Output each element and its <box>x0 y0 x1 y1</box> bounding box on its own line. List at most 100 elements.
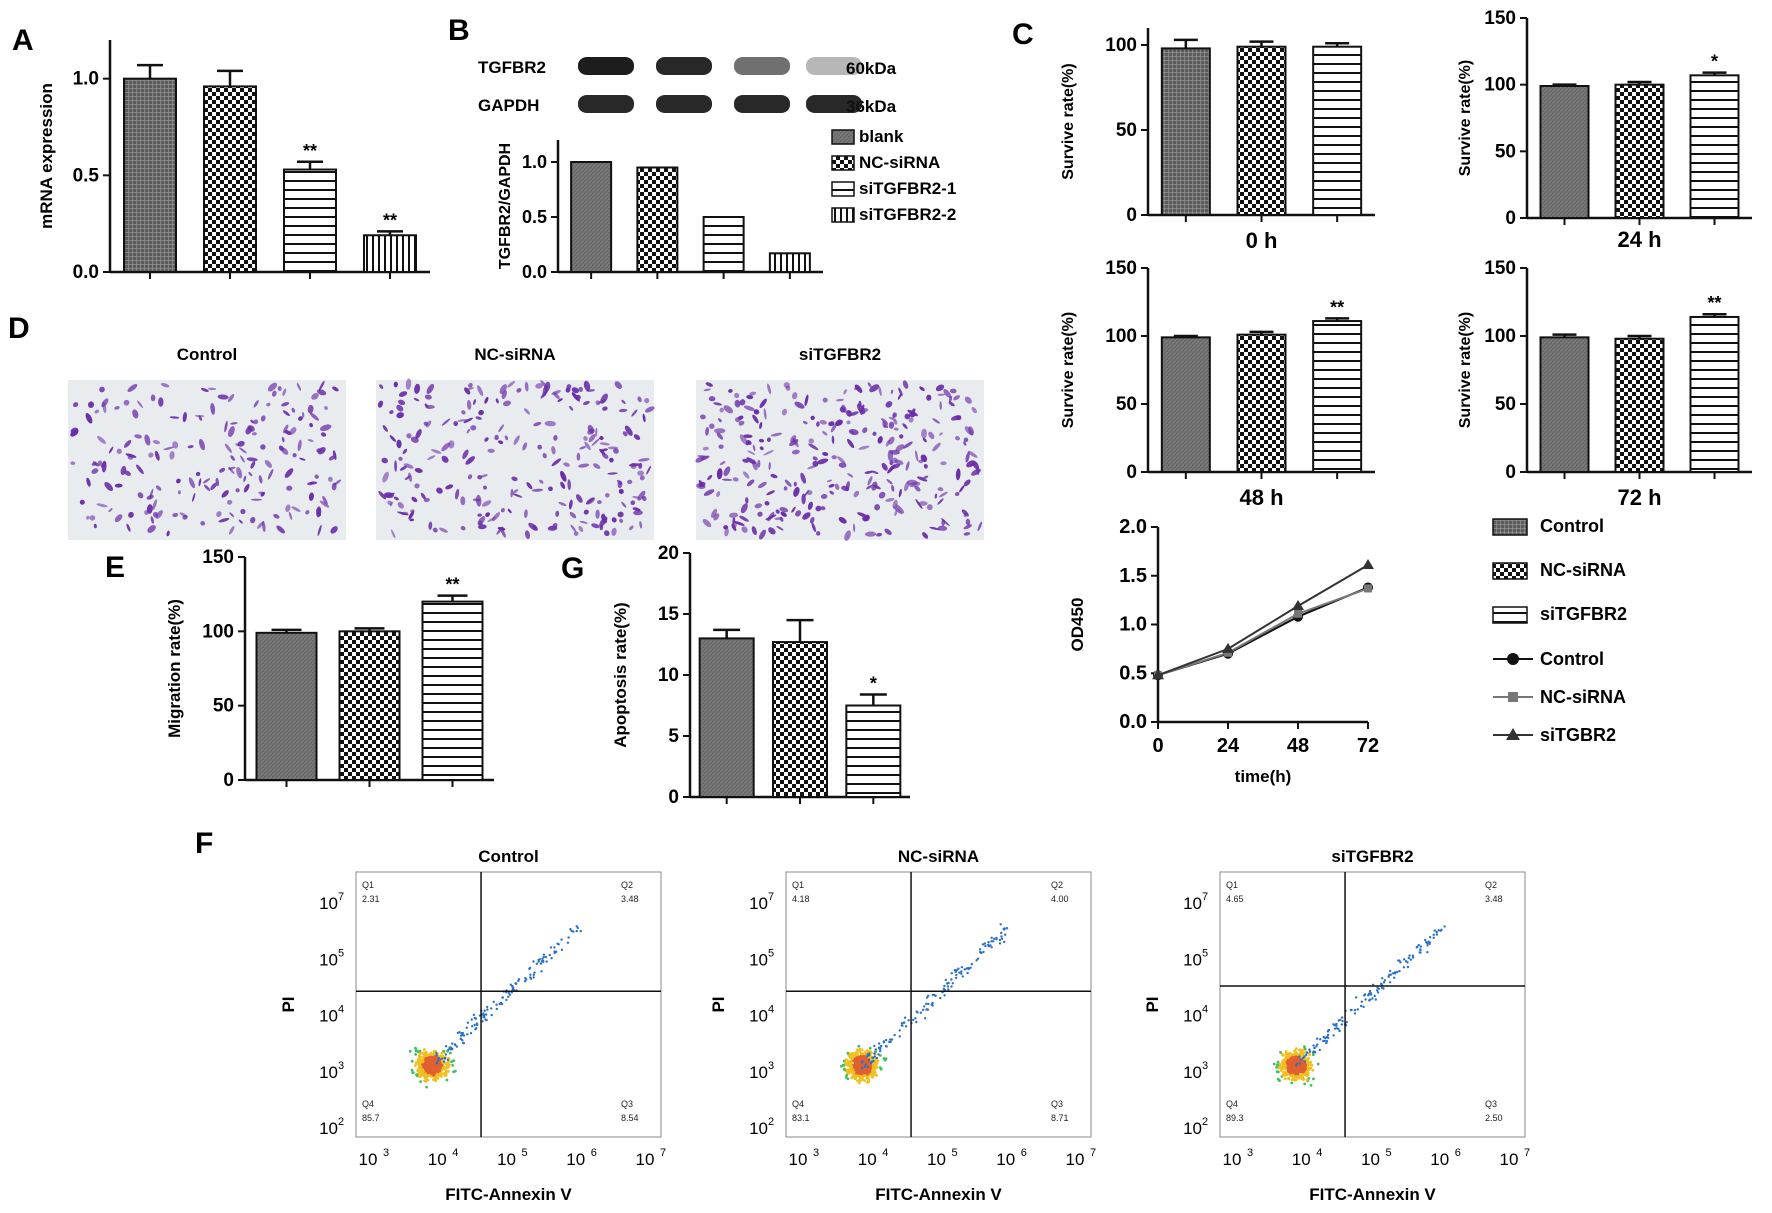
x-axis-label: FITC-Annexin V <box>445 1185 572 1204</box>
y-tick-label: 150 <box>1105 258 1137 279</box>
flow-event <box>912 1018 915 1022</box>
stained-cell <box>923 463 928 469</box>
flow-event <box>1294 1075 1298 1079</box>
flow-event <box>873 1052 876 1055</box>
flow-event <box>990 946 993 949</box>
flow-event <box>419 1072 423 1076</box>
stained-cell <box>920 454 928 463</box>
stained-cell <box>747 450 756 455</box>
flow-event <box>1368 992 1371 995</box>
stained-cell <box>923 475 929 479</box>
flow-event <box>1279 1069 1283 1072</box>
stained-cell <box>740 503 748 514</box>
flow-event <box>1367 994 1370 997</box>
flow-event <box>858 1081 861 1085</box>
flow-event <box>856 1061 859 1065</box>
stained-cell <box>795 510 802 517</box>
flow-event <box>1292 1064 1295 1068</box>
flow-event <box>542 956 545 959</box>
stained-cell <box>928 431 935 440</box>
stained-cell <box>719 407 724 413</box>
quadrant-label: Q2 <box>1485 880 1497 890</box>
flow-event <box>1298 1055 1301 1058</box>
y-tick-label: 20 <box>658 543 679 564</box>
x-tick-label: 10 <box>1223 1150 1242 1169</box>
stained-cell <box>403 463 414 469</box>
y-tick-label: 10 <box>749 1063 768 1082</box>
stained-cell <box>876 532 883 537</box>
stained-cell <box>734 399 741 408</box>
stained-cell <box>884 528 892 535</box>
stained-cell <box>328 476 333 482</box>
stained-cell <box>498 440 504 445</box>
stained-cell <box>895 444 905 452</box>
flow-event <box>866 1076 869 1080</box>
stained-cell <box>812 456 818 461</box>
legend-label: siTGFBR2-2 <box>859 205 956 224</box>
stained-cell <box>555 510 560 517</box>
stained-cell <box>393 381 398 388</box>
stained-cell <box>317 524 322 536</box>
flow-event <box>847 1068 851 1072</box>
stained-cell <box>937 525 948 531</box>
flow-event <box>845 1073 849 1077</box>
x-tick-label: 10 <box>1066 1150 1085 1169</box>
x-axis-label: time(h) <box>1235 767 1292 786</box>
stained-cell <box>887 464 896 474</box>
flow-event <box>1303 1047 1307 1051</box>
stained-cell <box>516 387 522 393</box>
flow-event <box>847 1072 851 1075</box>
stained-cell <box>963 479 971 487</box>
bar <box>1539 336 1590 473</box>
stained-cell <box>967 450 978 458</box>
stained-cell <box>953 395 960 401</box>
x-tick-exponent: 6 <box>1021 1147 1027 1159</box>
flow-event <box>575 925 578 928</box>
flow-event <box>424 1080 428 1083</box>
y-tick-label: 50 <box>1495 141 1516 162</box>
flow-event <box>425 1085 428 1089</box>
stained-cell <box>918 501 928 506</box>
flow-event <box>1276 1077 1280 1081</box>
stained-cell <box>583 380 591 392</box>
flow-event <box>1003 940 1006 944</box>
stained-cell <box>137 492 144 499</box>
flow-event <box>1294 1050 1297 1053</box>
legend-label: siTGBR2 <box>1540 725 1616 745</box>
y-tick-label: 10 <box>319 1007 338 1026</box>
stained-cell <box>724 527 729 537</box>
stained-cell <box>467 474 473 480</box>
stained-cell <box>934 493 938 499</box>
flow-event <box>425 1074 429 1077</box>
stained-cell <box>236 466 243 479</box>
stained-cell <box>390 529 396 539</box>
flow-event <box>1307 1077 1311 1080</box>
flow-event <box>490 1007 493 1010</box>
stained-cell <box>260 491 265 497</box>
flow-event <box>542 953 546 956</box>
stained-cell <box>502 400 512 407</box>
stained-cell <box>460 525 466 531</box>
stained-cell <box>700 414 706 420</box>
stained-cell <box>160 383 170 388</box>
y-tick-label: 10 <box>1183 894 1202 913</box>
stained-cell <box>267 382 278 392</box>
stained-cell <box>834 483 840 491</box>
bar <box>1160 336 1211 473</box>
panel-letter-a: A <box>12 24 34 57</box>
flow-event <box>861 1078 865 1081</box>
stained-cell <box>624 425 633 436</box>
stained-cell <box>937 393 945 396</box>
stained-cell <box>91 468 99 474</box>
flow-event <box>987 941 990 944</box>
flow-event <box>541 959 545 963</box>
stained-cell <box>198 439 206 451</box>
x-tick-exponent: 4 <box>1316 1147 1322 1159</box>
stained-cell <box>309 412 319 421</box>
bar <box>123 77 177 273</box>
micrograph-image <box>68 380 346 540</box>
stained-cell <box>785 385 791 391</box>
stained-cell <box>455 488 460 500</box>
flow-event <box>864 1052 868 1056</box>
